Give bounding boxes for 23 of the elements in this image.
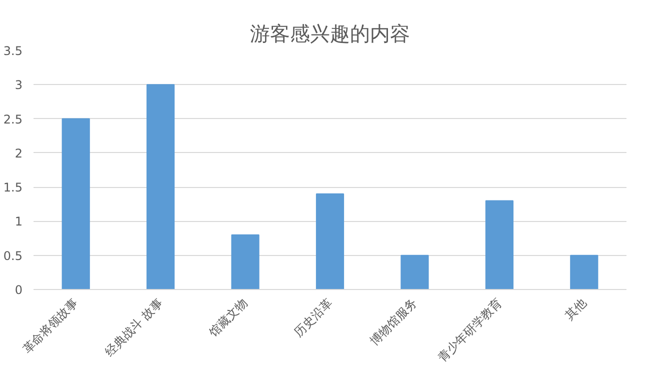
x-tick-label: 博物馆服务 (367, 296, 420, 348)
x-tick-label: 革命将领故事 (20, 296, 81, 356)
y-tick-label: 0.5 (3, 248, 23, 263)
x-tick-label: 历史沿革 (291, 296, 335, 340)
x-tick-label: 馆藏文物 (206, 296, 250, 340)
y-tick-label: 0 (14, 283, 23, 297)
y-tick-label: 2 (14, 146, 23, 160)
y-tick-label: 1 (14, 214, 23, 229)
bar (231, 234, 260, 290)
bar (316, 193, 344, 290)
y-tick-label: 1.5 (3, 180, 23, 195)
bar (570, 254, 598, 290)
x-tick-label: 青少年研学教育 (435, 296, 504, 365)
bar (400, 254, 429, 290)
x-tick-label: 其他 (562, 296, 590, 322)
x-tick-label: 经典战斗 故事 (102, 296, 166, 360)
y-tick-label: 2.5 (3, 112, 23, 126)
chart-title: 游客感兴趣的内容 (250, 24, 410, 46)
bar (485, 200, 514, 290)
bar (146, 84, 175, 290)
bar (62, 118, 90, 290)
y-tick-label: 3 (14, 78, 23, 92)
y-tick-label: 3.5 (3, 44, 23, 58)
